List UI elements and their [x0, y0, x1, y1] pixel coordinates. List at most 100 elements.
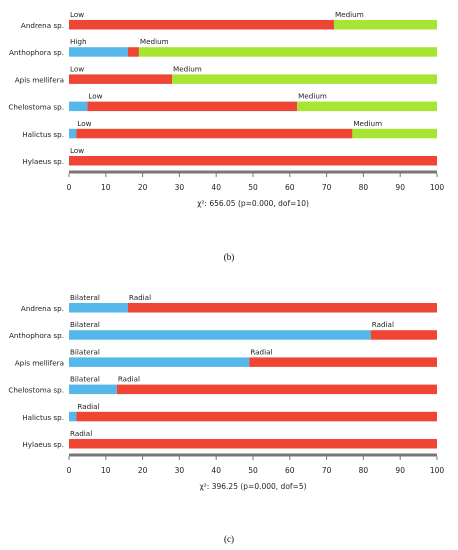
- category-label: Andrena sp.: [21, 21, 64, 30]
- x-tick-label: 30: [175, 466, 185, 475]
- bar-segment-medium: [297, 101, 437, 112]
- x-tick-label: 50: [248, 183, 258, 192]
- bar-segment-label: Medium: [173, 64, 202, 73]
- category-label: Anthophora sp.: [9, 331, 64, 340]
- x-tick-label: 60: [285, 183, 295, 192]
- bar-segment-low: [69, 20, 334, 30]
- bar-segment-high: [69, 47, 128, 57]
- bar-row-hylaeus-sp: Hylaeus sp. Low: [22, 146, 437, 166]
- bar-segment-low: [69, 156, 437, 166]
- bar-segment-label: Medium: [140, 37, 169, 46]
- x-tick-label: 80: [359, 183, 369, 192]
- bar-segment-radial: [127, 303, 437, 313]
- x-tick-label: 50: [248, 466, 258, 475]
- category-label: Anthophora sp.: [9, 48, 64, 57]
- chi-square-stat: χ²: 396.25 (p=0.000, dof=5): [199, 482, 306, 491]
- bar-row-halictus-sp: Halictus sp. Low Medium: [22, 119, 437, 139]
- bar-segment-label: Radial: [70, 429, 92, 438]
- bar-segment-label: Medium: [335, 10, 364, 19]
- x-tick-label: 70: [322, 183, 332, 192]
- bar-segment-label: Radial: [250, 347, 272, 356]
- bar-row-chelostoma-sp: Chelostoma sp. Low Medium: [8, 92, 437, 112]
- x-tick-label: 20: [138, 466, 148, 475]
- category-label: Apis mellifera: [15, 358, 64, 367]
- bar-segment-label: Medium: [353, 119, 382, 128]
- x-tick-label: 10: [101, 183, 111, 192]
- bar-row-chelostoma-sp: Chelostoma sp. Bilateral Radial: [8, 375, 437, 395]
- bar-segment-label: Radial: [118, 375, 140, 384]
- bar-row-andrena-sp: Andrena sp. Low Medium: [21, 10, 437, 30]
- bar-segment-medium: [333, 20, 437, 30]
- x-tick-label: 90: [395, 183, 405, 192]
- chart-panel-b: Andrena sp. Low Medium Anthophora sp. High Me…: [0, 0, 458, 270]
- bar-segment-medium: [138, 47, 438, 57]
- bar-segment-bilateral: [69, 411, 77, 422]
- bar-segment-label: Low: [77, 119, 91, 128]
- bar-segment-label: Radial: [77, 402, 99, 411]
- x-tick-label: 0: [67, 183, 72, 192]
- category-label: Apis mellifera: [15, 75, 64, 84]
- x-axis-line: [69, 170, 437, 174]
- bar-segment-label: Bilateral: [70, 320, 100, 329]
- bar-segment-medium: [172, 74, 438, 84]
- x-tick-label: 80: [359, 466, 369, 475]
- chart-b: Andrena sp. Low Medium Anthophora sp. High Me…: [8, 10, 445, 208]
- bar-segment-radial: [69, 439, 437, 449]
- bar-segment-radial: [76, 411, 438, 422]
- bar-segment-low: [127, 47, 139, 57]
- bar-row-apis-mellifera: Apis mellifera Low Medium: [15, 64, 438, 84]
- bar-segment-low: [76, 128, 353, 139]
- x-tick-label: 30: [175, 183, 185, 192]
- bar-segment-label: Low: [70, 10, 84, 19]
- chi-square-stat: χ²: 656.05 (p=0.000, dof=10): [197, 199, 309, 208]
- bar-segment-bilateral: [69, 303, 128, 313]
- bar-segment-low: [69, 74, 173, 84]
- chart-panel-c: Andrena sp. Bilateral Radial Anthophora sp.…: [0, 283, 458, 550]
- x-axis: 0 10 20 30 40 50 60 70 80 90 100: [67, 170, 445, 192]
- bar-segment-label: Bilateral: [70, 375, 100, 384]
- category-label: Hylaeus sp.: [22, 157, 64, 166]
- bar-segment-radial: [249, 357, 437, 367]
- bar-segment-label: Low: [70, 146, 84, 155]
- bar-segment-radial: [116, 384, 437, 395]
- x-tick-label: 10: [101, 466, 111, 475]
- category-label: Halictus sp.: [22, 413, 64, 422]
- x-tick-label: 40: [211, 466, 221, 475]
- bar-row-anthophora-sp: Anthophora sp. High Medium: [9, 37, 438, 57]
- bar-row-anthophora-sp: Anthophora sp. Bilateral Radial: [9, 320, 437, 340]
- bar-segment-low: [87, 101, 298, 112]
- bar-segment-medium: [352, 128, 437, 139]
- x-tick-label: 0: [67, 466, 72, 475]
- x-axis-line: [69, 453, 437, 457]
- bar-segment-label: Radial: [372, 320, 394, 329]
- bar-row-halictus-sp: Halictus sp. Radial: [22, 402, 438, 422]
- x-tick-label: 100: [430, 183, 445, 192]
- bar-segment-label: Medium: [298, 92, 327, 101]
- category-label: Halictus sp.: [22, 130, 64, 139]
- bar-row-hylaeus-sp: Hylaeus sp. Radial: [22, 429, 437, 449]
- category-label: Chelostoma sp.: [8, 386, 64, 395]
- bar-segment-bilateral: [69, 357, 250, 367]
- bar-segment-bilateral: [69, 384, 117, 395]
- bar-segment-bilateral: [69, 330, 371, 340]
- x-tick-label: 40: [211, 183, 221, 192]
- x-axis: 0 10 20 30 40 50 60 70 80 90 100: [67, 453, 445, 475]
- caption-c: (c): [224, 534, 234, 544]
- bar-segment-radial: [370, 330, 437, 340]
- x-tick-label: 100: [430, 466, 445, 475]
- category-label: Andrena sp.: [21, 304, 64, 313]
- bar-segment-label: High: [70, 37, 87, 46]
- bar-row-andrena-sp: Andrena sp. Bilateral Radial: [21, 293, 437, 313]
- x-tick-label: 90: [395, 466, 405, 475]
- bar-segment-high: [69, 101, 88, 112]
- category-label: Hylaeus sp.: [22, 440, 64, 449]
- bar-segment-label: Radial: [129, 293, 151, 302]
- bar-segment-label: Low: [88, 92, 102, 101]
- x-tick-label: 60: [285, 466, 295, 475]
- x-tick-label: 20: [138, 183, 148, 192]
- bar-segment-label: Bilateral: [70, 347, 100, 356]
- bar-row-apis-mellifera: Apis mellifera Bilateral Radial: [15, 347, 437, 367]
- bar-segment-label: Low: [70, 64, 84, 73]
- bar-segment-high: [69, 128, 77, 139]
